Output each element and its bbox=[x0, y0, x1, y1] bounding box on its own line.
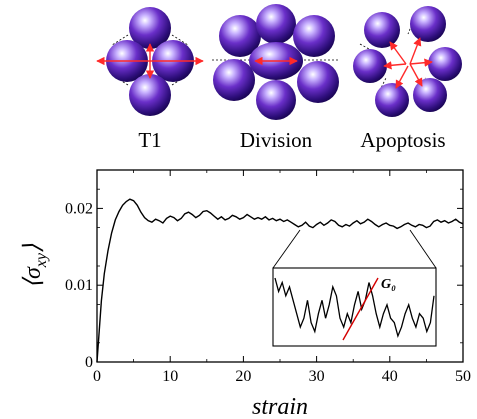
cell-sphere bbox=[256, 80, 296, 120]
zoom-connector bbox=[272, 229, 301, 269]
y-tick-label: 0 bbox=[85, 354, 93, 371]
cell-sphere bbox=[256, 4, 296, 44]
t1-label: T1 bbox=[138, 128, 161, 152]
cell-sphere bbox=[129, 74, 171, 116]
division-illustration bbox=[212, 4, 340, 120]
y-tick-label: 0.01 bbox=[65, 277, 93, 294]
cell-sphere bbox=[428, 47, 462, 81]
apoptosis-illustration bbox=[353, 6, 462, 117]
x-tick-label: 50 bbox=[455, 368, 471, 385]
x-tick-label: 0 bbox=[93, 368, 101, 385]
x-tick-label: 10 bbox=[162, 368, 178, 385]
cell-sphere bbox=[410, 6, 446, 42]
cell-sphere bbox=[375, 83, 409, 117]
series-line bbox=[96, 198, 464, 363]
x-tick-label: 30 bbox=[309, 368, 325, 385]
y-ticks: 0 0.01 0.02 bbox=[65, 188, 463, 371]
cell-sphere bbox=[213, 59, 255, 101]
cell-sphere bbox=[293, 15, 335, 57]
x-axis-title: strain bbox=[252, 394, 308, 419]
x-tick-label: 20 bbox=[235, 368, 251, 385]
cell-sphere bbox=[129, 7, 171, 49]
t1-illustration bbox=[96, 7, 204, 116]
cell-sphere bbox=[364, 12, 400, 48]
cell-sphere bbox=[353, 49, 387, 83]
cell-sphere bbox=[219, 15, 261, 57]
g0-label: G₀ bbox=[381, 277, 396, 292]
x-ticks: 0 10 20 30 40 50 bbox=[93, 170, 471, 385]
y-tick-label: 0.02 bbox=[65, 200, 93, 217]
cell-sphere bbox=[297, 61, 339, 103]
y-axis-title: ⟨σxy⟩ bbox=[20, 243, 50, 288]
x-tick-label: 40 bbox=[382, 368, 398, 385]
division-label: Division bbox=[240, 128, 313, 152]
inset-series-line bbox=[274, 277, 435, 339]
inset-zoom: G₀ bbox=[272, 267, 437, 347]
apoptosis-label: Apoptosis bbox=[360, 128, 445, 152]
stress-strain-chart: 0 10 20 30 40 50 0 0.01 0.02 strain ⟨σxy⟩ G₀ bbox=[20, 169, 471, 419]
zoom-connector bbox=[409, 229, 437, 269]
cell-sphere bbox=[413, 78, 447, 112]
g0-fit-line bbox=[342, 277, 379, 341]
